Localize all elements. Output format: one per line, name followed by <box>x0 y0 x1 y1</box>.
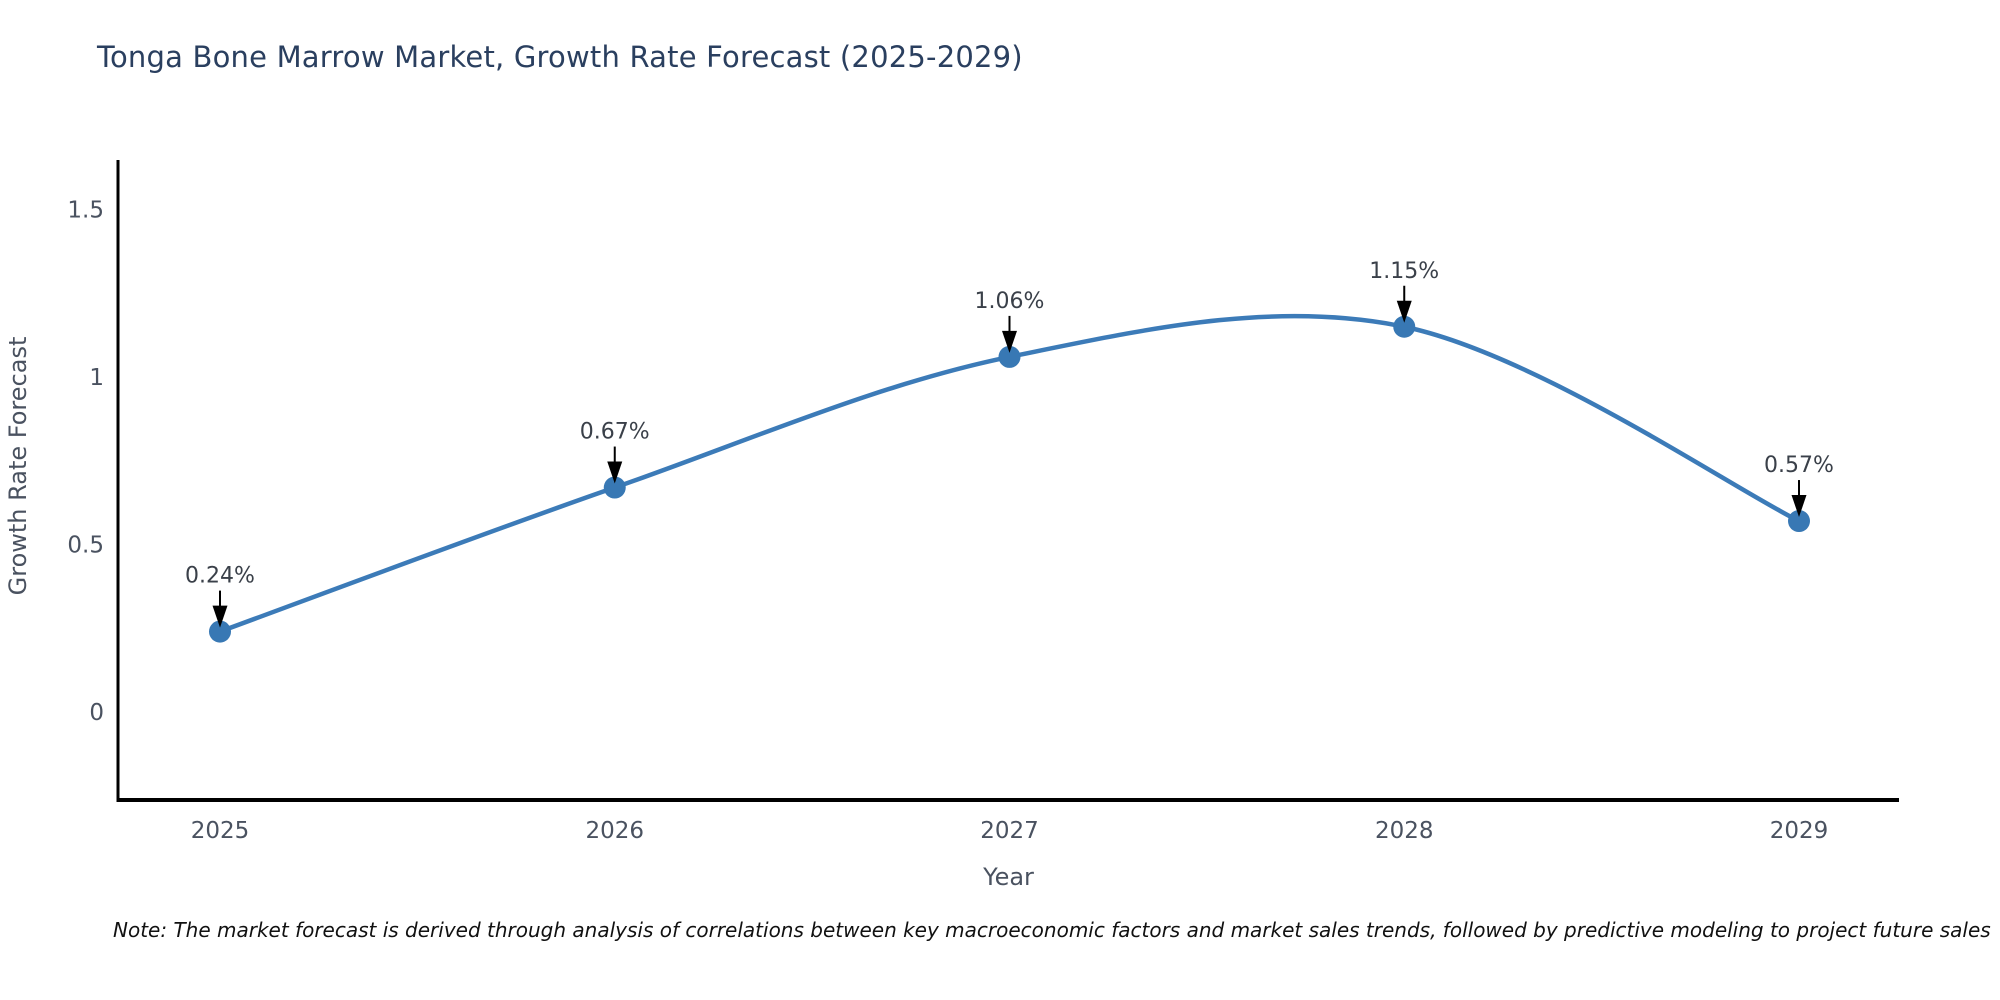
data-point <box>209 620 231 643</box>
annotation-label: 1.15% <box>1369 259 1439 284</box>
x-tick-label: 2025 <box>191 818 250 844</box>
annotation-arrowhead <box>1396 300 1412 323</box>
y-axis-title: Growth Rate Forecast <box>4 337 32 596</box>
annotation-arrowhead <box>1791 495 1807 518</box>
data-point <box>603 476 626 499</box>
data-point <box>1788 510 1810 533</box>
y-tick-label: 0 <box>89 700 104 726</box>
annotation-label: 0.67% <box>580 420 650 445</box>
chart-title: Tonga Bone Marrow Market, Growth Rate Fo… <box>97 40 1023 74</box>
y-tick-label: 1 <box>89 365 104 391</box>
y-tick-label: 0.5 <box>67 533 104 559</box>
x-axis-title: Year <box>982 863 1034 891</box>
x-tick-label: 2028 <box>1375 818 1434 844</box>
y-tick-label: 1.5 <box>67 198 104 224</box>
annotation-label: 0.57% <box>1764 453 1834 478</box>
annotation-arrowhead <box>1002 330 1017 353</box>
data-point <box>1393 315 1416 338</box>
annotation-arrowhead <box>607 461 623 484</box>
annotation-label: 1.06% <box>975 289 1045 314</box>
data-point <box>998 345 1021 368</box>
footnote: Note: The market forecast is derived thr… <box>113 918 1991 942</box>
x-tick-label: 2029 <box>1770 818 1829 844</box>
annotation-label: 0.24% <box>185 564 255 589</box>
x-tick-label: 2027 <box>980 818 1039 844</box>
x-tick-label: 2026 <box>585 818 644 844</box>
annotation-arrowhead <box>212 605 228 628</box>
